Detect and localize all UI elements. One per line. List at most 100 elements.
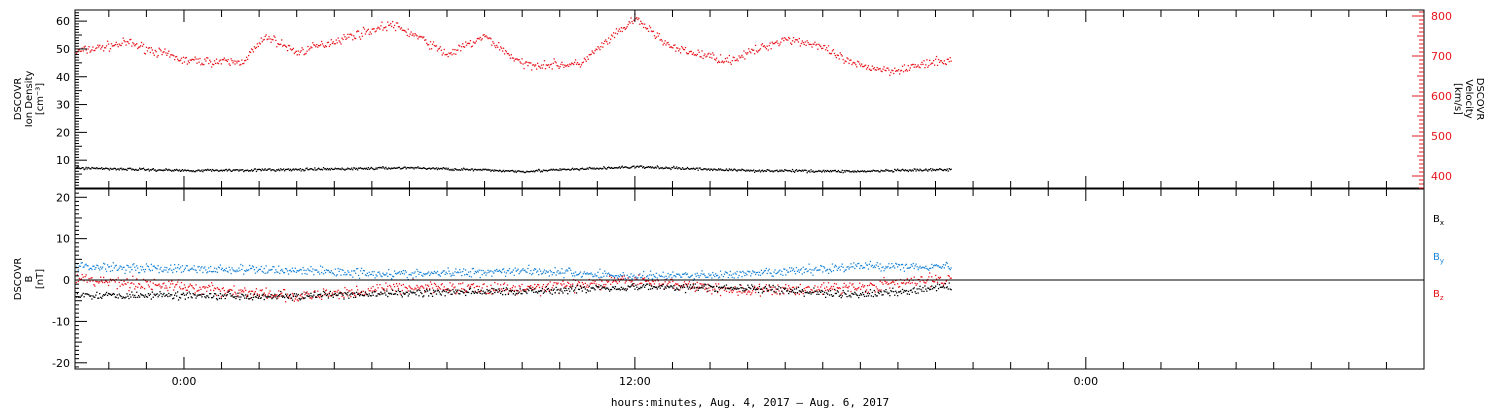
by-point — [583, 271, 585, 273]
by-point — [829, 269, 832, 271]
velocity-point — [679, 48, 681, 50]
bx-point — [545, 285, 547, 288]
ion-density-point — [526, 170, 528, 172]
bz-point — [638, 274, 640, 276]
ion-density-point — [468, 169, 471, 171]
ion-density-point — [241, 169, 243, 171]
bx-point — [660, 285, 662, 287]
bx-point — [443, 290, 445, 292]
velocity-point — [910, 64, 912, 66]
legend-subscript: z — [1440, 294, 1444, 302]
bx-point — [910, 289, 912, 291]
velocity-point — [858, 61, 860, 63]
bx-point — [429, 289, 431, 291]
ion-density-point — [935, 169, 937, 172]
velocity-point — [391, 25, 393, 28]
ion-density-point — [204, 169, 206, 171]
bx-point — [492, 293, 494, 295]
velocity-point — [161, 53, 163, 56]
bx-point — [590, 287, 592, 289]
ion-density-point — [296, 169, 298, 171]
bx-point — [860, 293, 862, 295]
bz-point — [259, 289, 261, 291]
by-point — [176, 271, 178, 273]
ion-density-point — [472, 170, 475, 172]
bx-point — [700, 287, 702, 289]
by-point — [192, 268, 194, 271]
bz-point — [867, 291, 870, 293]
ion-density-point — [423, 167, 425, 169]
velocity-point — [671, 46, 673, 49]
velocity-point — [481, 38, 483, 40]
bx-point — [916, 288, 918, 290]
velocity-point — [196, 62, 198, 64]
by-point — [332, 272, 334, 275]
by-point — [439, 275, 441, 277]
velocity-point — [267, 38, 269, 40]
ion-density-point — [665, 166, 667, 168]
bx-point — [147, 293, 150, 295]
by-point — [90, 267, 92, 269]
bz-point — [270, 296, 272, 298]
bz-point — [352, 292, 354, 294]
bx-point — [867, 295, 870, 297]
velocity-point — [277, 43, 279, 45]
ion-density-point — [836, 171, 838, 173]
bz-point — [450, 289, 452, 291]
ion-density-point — [512, 170, 514, 172]
velocity-point — [168, 50, 170, 52]
velocity-point — [558, 67, 560, 69]
bz-point — [443, 286, 445, 288]
by-point — [271, 268, 273, 271]
ion-density-point — [287, 168, 290, 170]
ion-density-point — [761, 169, 764, 171]
ion-density-point — [715, 169, 717, 171]
bx-point — [242, 294, 244, 296]
ion-density-point — [467, 169, 470, 171]
bz-point — [462, 282, 464, 284]
velocity-point — [567, 64, 569, 66]
bx-point — [600, 285, 602, 287]
ion-density-point — [612, 167, 615, 169]
by-point — [848, 268, 850, 270]
bx-point — [468, 288, 471, 290]
by-point — [449, 273, 451, 275]
bz-point — [761, 288, 764, 291]
ion-density-point — [750, 169, 752, 171]
ion-density-point — [527, 171, 529, 173]
by-point — [884, 268, 886, 270]
by-point — [658, 274, 660, 276]
ion-density-point — [355, 168, 357, 170]
bz-point — [377, 287, 379, 289]
ion-density-point — [631, 166, 633, 168]
velocity-point — [179, 59, 182, 61]
bz-point — [566, 285, 568, 287]
ion-density-point — [590, 168, 592, 170]
velocity-point — [564, 64, 566, 66]
ion-density-point — [569, 169, 571, 171]
bx-point — [112, 292, 114, 295]
velocity-point — [935, 55, 938, 58]
ion-density-point — [615, 167, 618, 169]
ion-density-point — [845, 169, 847, 172]
ion-density-point — [317, 168, 319, 170]
by-point — [832, 270, 835, 272]
bx-point — [431, 295, 434, 297]
velocity-point — [135, 44, 137, 46]
bx-point — [390, 292, 392, 294]
velocity-point — [216, 62, 219, 64]
bz-point — [948, 275, 950, 277]
by-point — [414, 271, 416, 273]
bz-point — [672, 280, 674, 283]
velocity-point — [605, 39, 607, 41]
by-point — [465, 273, 468, 275]
velocity-point — [397, 26, 400, 28]
ion-density-point — [169, 169, 171, 171]
by-point — [799, 269, 801, 271]
by-point — [109, 270, 112, 272]
by-point — [883, 270, 885, 272]
bz-point — [101, 280, 103, 282]
velocity-point — [407, 28, 409, 30]
bz-point — [328, 292, 330, 294]
velocity-point — [836, 54, 838, 56]
